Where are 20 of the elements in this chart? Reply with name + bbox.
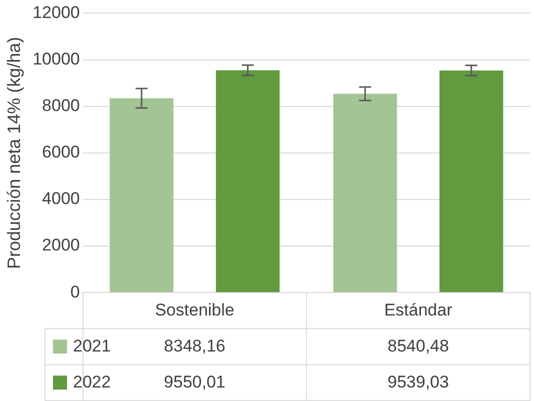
y-tick-label: 2000: [42, 236, 80, 255]
x-tick-label: Sostenible: [154, 300, 234, 320]
legend-label: 2021: [73, 336, 111, 356]
bar: [439, 70, 504, 292]
y-tick-label: 8000: [42, 96, 80, 116]
y-tick-label: 4000: [42, 189, 80, 208]
legend-label: 2022: [73, 372, 111, 392]
bar: [333, 94, 397, 292]
data-label: 8540,48: [387, 336, 449, 356]
bar: [110, 98, 174, 292]
y-tick-label: 0: [70, 282, 80, 302]
y-tick-label: 12000: [32, 2, 80, 22]
y-tick-label: 6000: [42, 142, 80, 162]
bar: [216, 70, 280, 292]
data-label: 9550,01: [164, 372, 226, 392]
y-tick-label: 10000: [32, 49, 80, 68]
x-tick-label: Estándar: [384, 300, 453, 320]
data-label: 8348,16: [164, 336, 226, 356]
y-axis-title: Producción neta 14% (kg/ha): [4, 36, 24, 269]
data-label: 9539,03: [387, 372, 449, 392]
